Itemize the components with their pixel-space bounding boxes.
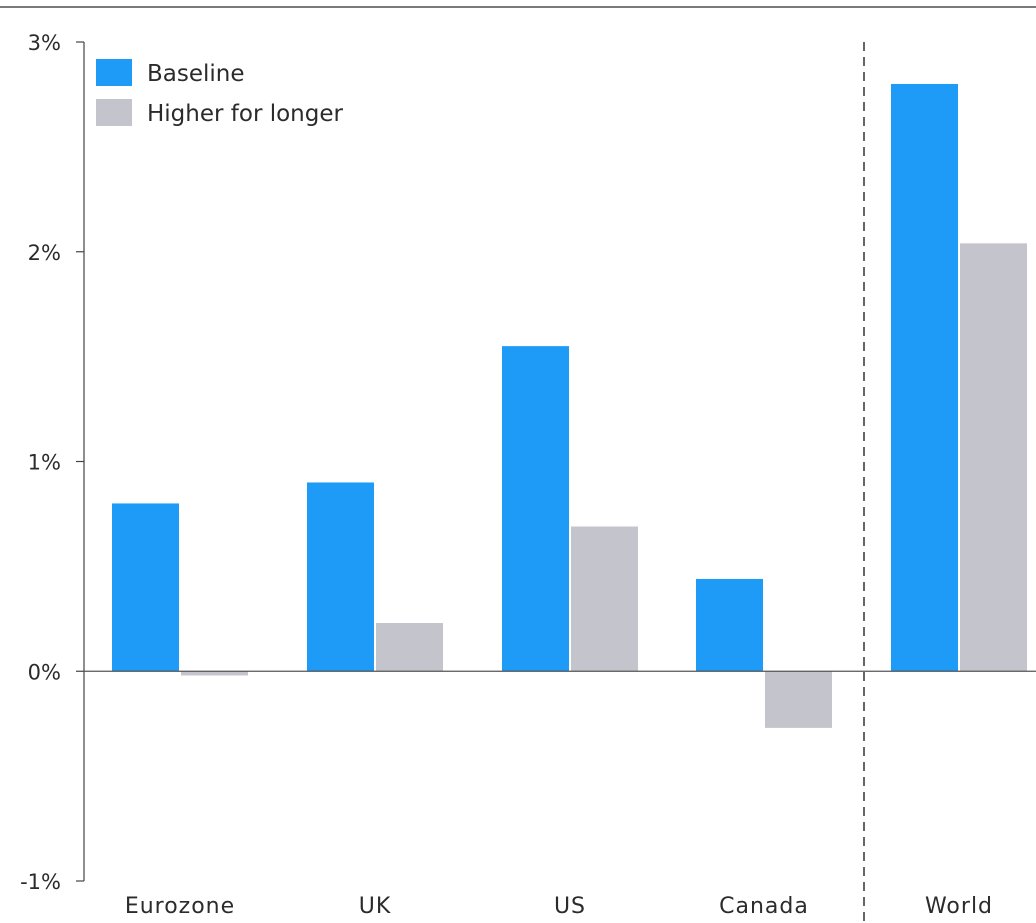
category-label-world: World xyxy=(925,894,993,919)
bar-higher-for-longer-world xyxy=(960,243,1027,672)
bar-baseline-uk xyxy=(307,482,374,672)
y-tick-label: -1% xyxy=(20,870,61,894)
y-tick-label: 0% xyxy=(28,660,61,684)
category-label-eurozone: Eurozone xyxy=(125,894,235,919)
legend-swatch-higher-for-longer xyxy=(96,99,132,126)
legend: Baseline Higher for longer xyxy=(96,59,344,127)
bar-higher-for-longer-eurozone xyxy=(181,671,248,676)
bar-higher-for-longer-us xyxy=(571,526,638,672)
category-label-us: US xyxy=(554,894,586,919)
category-label-canada: Canada xyxy=(719,894,809,919)
y-axis: 3% 2% 1% 0% -1% xyxy=(20,31,85,894)
y-tick-label: 3% xyxy=(28,31,61,55)
bar-higher-for-longer-canada xyxy=(765,671,832,728)
bar-baseline-us xyxy=(502,346,569,672)
bars xyxy=(112,83,1027,728)
legend-swatch-baseline xyxy=(96,59,132,86)
bar-baseline-eurozone xyxy=(112,503,179,672)
y-tick-label: 2% xyxy=(28,241,61,265)
category-label-uk: UK xyxy=(359,894,392,919)
legend-label-baseline: Baseline xyxy=(147,61,245,87)
legend-label-higher-for-longer: Higher for longer xyxy=(147,101,344,127)
x-axis: Eurozone UK US Canada World xyxy=(84,42,1036,923)
bar-higher-for-longer-uk xyxy=(376,623,443,672)
bar-baseline-world xyxy=(891,83,958,672)
y-tick-label: 1% xyxy=(28,451,61,475)
bar-baseline-canada xyxy=(696,578,763,672)
